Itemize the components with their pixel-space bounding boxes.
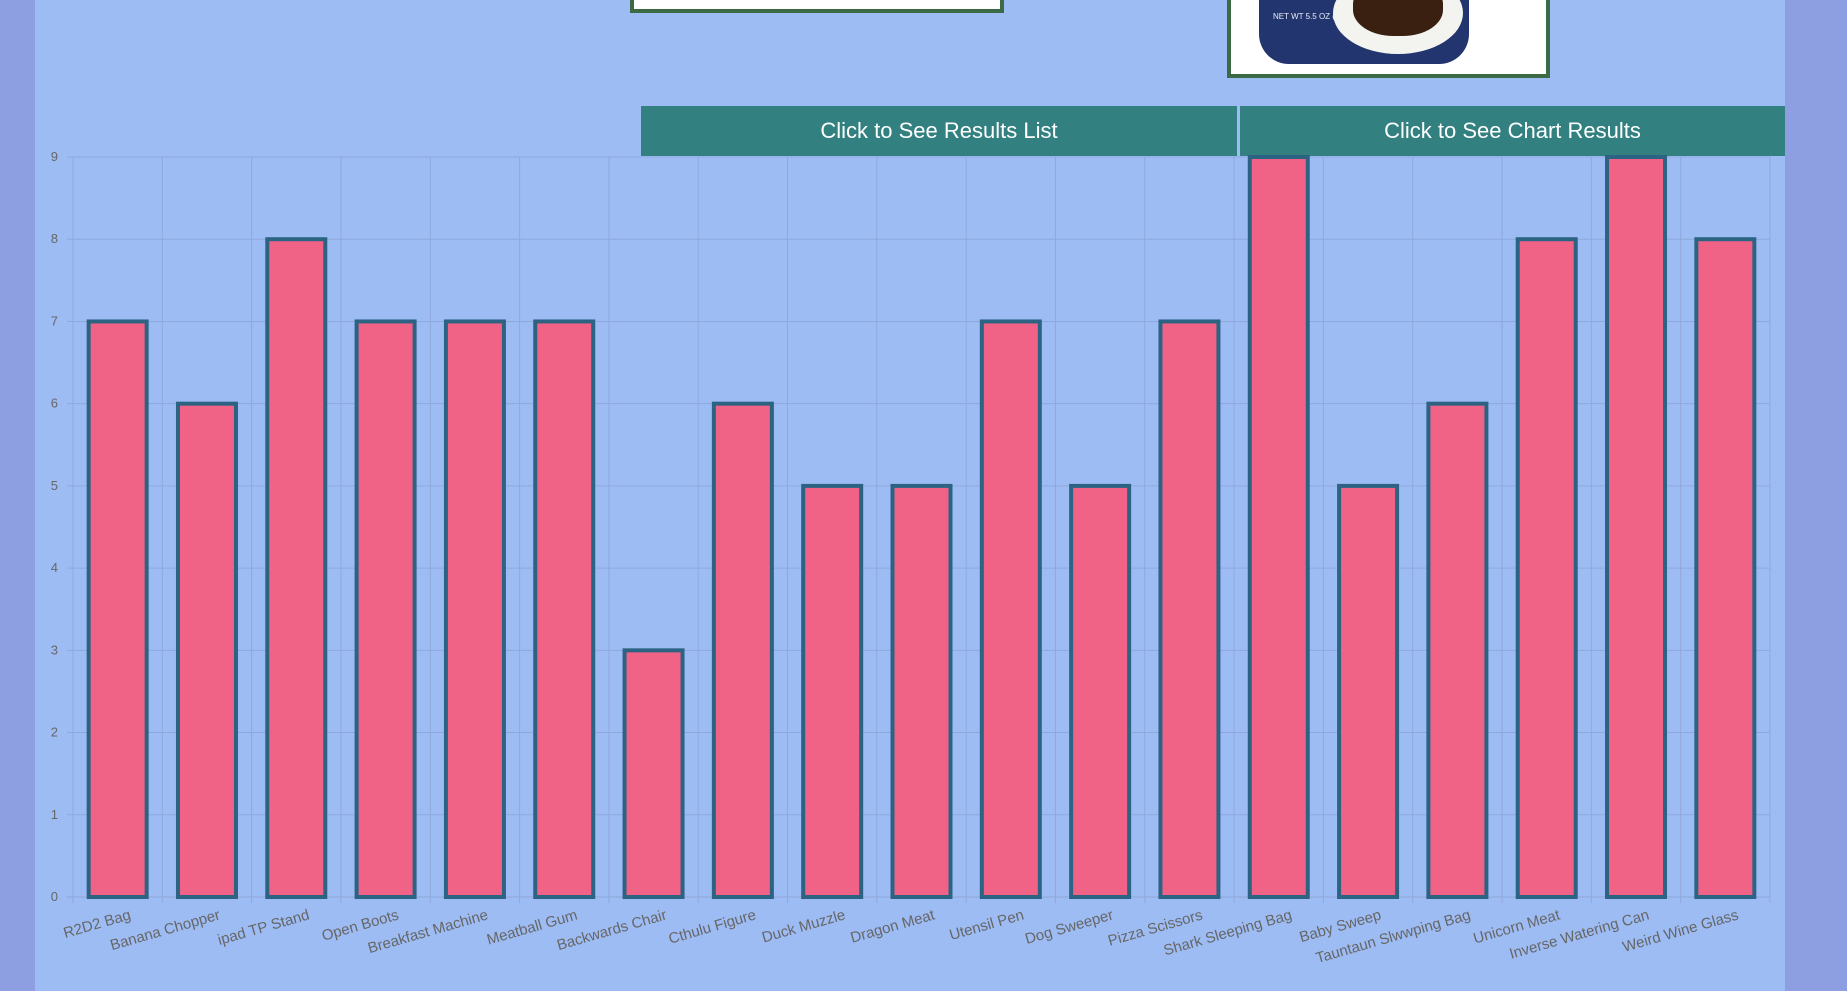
- category-label: Cthulu Figure: [667, 907, 758, 948]
- bar: [979, 319, 1042, 899]
- bar: [1247, 155, 1310, 899]
- y-tick-label: 0: [51, 889, 58, 904]
- bar: [265, 237, 328, 899]
- results-list-button[interactable]: Click to See Results List: [641, 106, 1237, 156]
- product-image-right[interactable]: NET WT 5.5 OZ (156g): [1227, 0, 1550, 78]
- bar: [1515, 237, 1578, 899]
- bar: [443, 319, 506, 899]
- y-tick-label: 7: [51, 313, 58, 328]
- category-label: Dog Sweeper: [1023, 907, 1115, 948]
- bar: [1337, 483, 1400, 899]
- y-tick-label: 8: [51, 231, 58, 246]
- y-tick-label: 5: [51, 478, 58, 493]
- chart-results-button[interactable]: Click to See Chart Results: [1240, 106, 1785, 156]
- page-container: NET WT 5.5 OZ (156g) Click to See Result…: [35, 0, 1785, 991]
- bar: [533, 319, 596, 899]
- bar: [1694, 237, 1757, 899]
- bar: [711, 401, 774, 899]
- y-tick-label: 6: [51, 396, 58, 411]
- category-label: ipad TP Stand: [216, 907, 312, 949]
- y-tick-label: 9: [51, 149, 58, 164]
- category-label: Tauntaun Slwwping Bag: [1314, 907, 1473, 967]
- category-label: Utensil Pen: [947, 907, 1025, 944]
- bar: [354, 319, 417, 899]
- y-tick-label: 2: [51, 725, 58, 740]
- bar: [890, 483, 953, 899]
- bar: [1069, 483, 1132, 899]
- bar: [1158, 319, 1221, 899]
- y-tick-label: 4: [51, 560, 58, 575]
- bar: [622, 648, 685, 899]
- y-tick-label: 3: [51, 642, 58, 657]
- bar: [801, 483, 864, 899]
- bar: [86, 319, 149, 899]
- bar: [1426, 401, 1489, 899]
- category-label: Dragon Meat: [849, 906, 938, 946]
- bar: [1605, 155, 1668, 899]
- y-tick-label: 1: [51, 807, 58, 822]
- meat-graphic: [1353, 0, 1443, 36]
- category-label: Duck Muzzle: [760, 907, 847, 947]
- product-image-left[interactable]: [630, 0, 1004, 13]
- bar: [175, 401, 238, 899]
- can-label-text: NET WT 5.5 OZ (156g): [1273, 12, 1356, 21]
